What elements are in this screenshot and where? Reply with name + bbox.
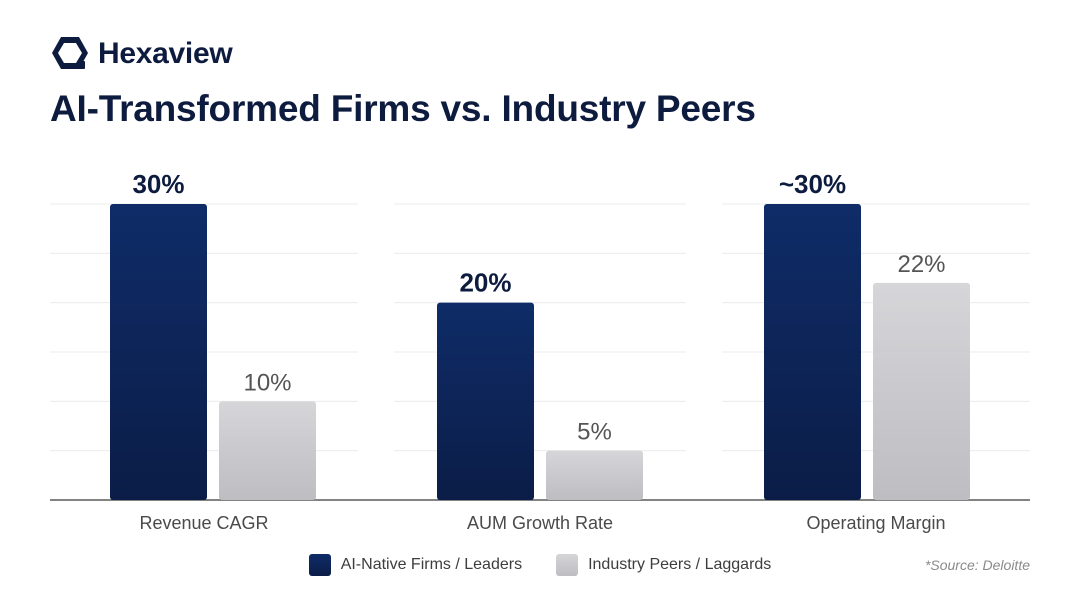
legend-swatch-leaders xyxy=(308,554,331,576)
data-label-leaders-2: ~30% xyxy=(779,169,846,199)
legend-swatch-peers xyxy=(556,554,579,576)
category-label-1: AUM Growth Rate xyxy=(467,513,613,533)
legend-label-leaders: AI-Native Firms / Leaders xyxy=(340,556,523,573)
hexagon-logo-icon xyxy=(52,37,88,69)
data-label-leaders-0: 30% xyxy=(132,169,184,199)
bar-leaders-0 xyxy=(110,204,207,500)
legend-label-peers: Industry Peers / Laggards xyxy=(588,556,772,573)
legend-item-leaders: AI-Native Firms / Leaders xyxy=(308,554,523,576)
data-label-peers-1: 5% xyxy=(577,419,612,446)
source-note: *Source: Deloitte xyxy=(924,557,1030,573)
legend-item-peers: Industry Peers / Laggards xyxy=(556,554,771,576)
bar-peers-1 xyxy=(546,450,643,500)
category-label-0: Revenue CAGR xyxy=(139,513,268,533)
data-label-peers-2: 22% xyxy=(897,251,945,278)
data-label-leaders-1: 20% xyxy=(459,268,511,298)
brand-name: Hexaview xyxy=(98,37,233,70)
bar-leaders-2 xyxy=(764,204,861,500)
category-label-2: Operating Margin xyxy=(806,513,945,533)
brand: Hexaview xyxy=(50,34,233,74)
bar-leaders-1 xyxy=(437,302,534,500)
chart-title: AI-Transformed Firms vs. Industry Peers xyxy=(50,88,756,129)
bar-peers-2 xyxy=(873,282,970,500)
legend: AI-Native Firms / Leaders Industry Peers… xyxy=(0,554,1080,576)
data-label-peers-0: 10% xyxy=(243,369,291,396)
bar-peers-0 xyxy=(219,401,316,500)
